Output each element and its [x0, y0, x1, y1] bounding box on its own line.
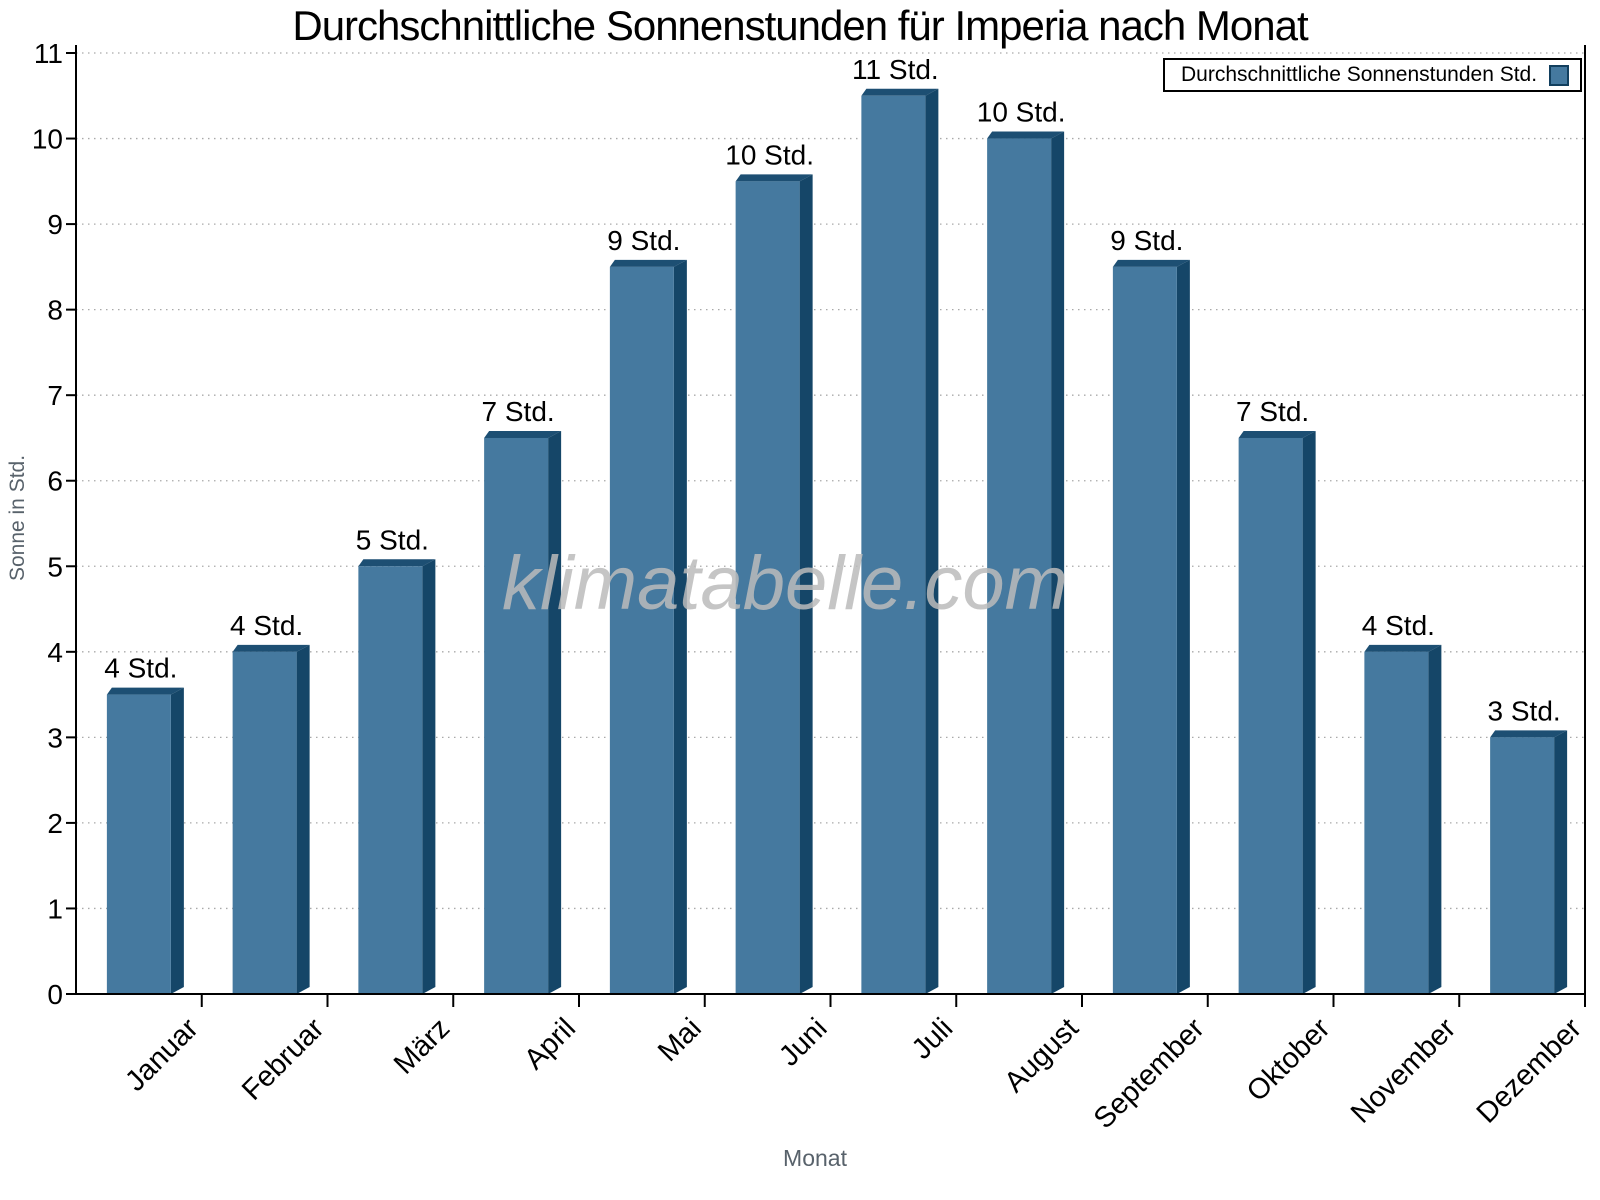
bar-november — [1364, 651, 1429, 994]
bar-oktober — [1238, 437, 1303, 994]
chart-title: Durchschnittliche Sonnenstunden für Impe… — [292, 2, 1308, 49]
bar-top-januar — [106, 687, 184, 695]
bar-mrz — [358, 566, 423, 994]
bar-value-label-mai: 9 Std. — [607, 225, 680, 256]
bar-side-juli — [925, 88, 939, 995]
y-tick-label-0: 0 — [47, 979, 63, 1010]
bar-februar — [232, 651, 297, 994]
bar-side-april — [548, 430, 562, 994]
x-category-label-oktober: Oktober — [1241, 1012, 1337, 1108]
bar-top-april — [484, 430, 562, 438]
bar-value-label-januar: 4 Std. — [104, 653, 177, 684]
bar-januar — [106, 694, 171, 994]
bar-value-label-november: 4 Std. — [1362, 610, 1435, 641]
bar-value-label-mrz: 5 Std. — [356, 524, 429, 555]
y-tick-label-1: 1 — [47, 893, 63, 924]
y-tick-label-2: 2 — [47, 808, 63, 839]
y-tick-label-10: 10 — [32, 124, 63, 155]
bar-side-februar — [296, 644, 310, 994]
x-category-label-juli: Juli — [906, 1012, 959, 1065]
x-category-label-februar: Februar — [236, 1012, 331, 1107]
bar-side-mrz — [422, 559, 436, 994]
bar-top-oktober — [1238, 430, 1316, 438]
bar-side-september — [1176, 259, 1190, 994]
x-category-label-april: April — [518, 1012, 582, 1076]
bar-juli — [861, 95, 926, 995]
bar-value-label-august: 10 Std. — [977, 97, 1066, 128]
bar-august — [987, 138, 1052, 994]
bar-value-label-dezember: 3 Std. — [1488, 695, 1561, 726]
bar-top-februar — [232, 644, 310, 652]
x-category-label-september: September — [1088, 1012, 1211, 1135]
legend: Durchschnittliche Sonnenstunden Std. — [1163, 58, 1582, 92]
bar-top-juni — [735, 174, 813, 182]
bar-top-juli — [861, 88, 939, 96]
y-tick-label-11: 11 — [34, 38, 63, 69]
bar-juni — [735, 181, 800, 994]
legend-label: Durchschnittliche Sonnenstunden Std. — [1181, 63, 1538, 86]
y-tick-label-7: 7 — [47, 380, 63, 411]
bar-side-oktober — [1302, 430, 1316, 994]
x-category-label-mrz: März — [388, 1012, 456, 1080]
bar-mai — [609, 266, 674, 994]
bar-value-label-september: 9 Std. — [1110, 225, 1183, 256]
bar-side-august — [1051, 131, 1065, 994]
bar-side-januar — [170, 687, 184, 994]
bar-top-september — [1112, 259, 1190, 267]
bar-top-dezember — [1490, 730, 1568, 738]
bar-side-dezember — [1554, 730, 1568, 994]
bar-value-label-juli: 11 Std. — [852, 54, 939, 85]
bar-dezember — [1490, 737, 1555, 994]
y-tick-label-3: 3 — [47, 722, 63, 753]
x-category-label-dezember: Dezember — [1471, 1012, 1588, 1129]
y-tick-label-8: 8 — [47, 295, 63, 326]
x-category-label-november: November — [1345, 1012, 1462, 1129]
legend-swatch-icon — [1549, 64, 1569, 86]
x-category-label-mai: Mai — [652, 1012, 708, 1068]
bar-top-mai — [609, 259, 687, 267]
bar-value-label-oktober: 7 Std. — [1236, 396, 1309, 427]
bar-side-mai — [673, 259, 687, 994]
bar-side-juni — [799, 174, 813, 994]
bar-april — [484, 437, 549, 994]
x-axis-title: Monat — [783, 1145, 847, 1171]
bar-top-august — [987, 131, 1065, 139]
bar-top-mrz — [358, 559, 436, 567]
y-tick-label-9: 9 — [47, 209, 63, 240]
y-axis-title: Sonne in Std. — [6, 454, 29, 582]
bar-september — [1112, 266, 1177, 994]
bar-value-label-juni: 10 Std. — [725, 139, 814, 170]
x-category-label-august: August — [998, 1012, 1084, 1098]
x-category-label-juni: Juni — [773, 1012, 833, 1072]
bar-value-label-april: 7 Std. — [482, 396, 555, 427]
y-tick-label-4: 4 — [47, 637, 63, 668]
bar-value-label-februar: 4 Std. — [230, 610, 303, 641]
bar-top-november — [1364, 644, 1442, 652]
y-tick-label-5: 5 — [47, 551, 63, 582]
y-tick-label-6: 6 — [47, 466, 63, 497]
bar-side-november — [1428, 644, 1442, 994]
x-category-label-januar: Januar — [119, 1012, 205, 1098]
